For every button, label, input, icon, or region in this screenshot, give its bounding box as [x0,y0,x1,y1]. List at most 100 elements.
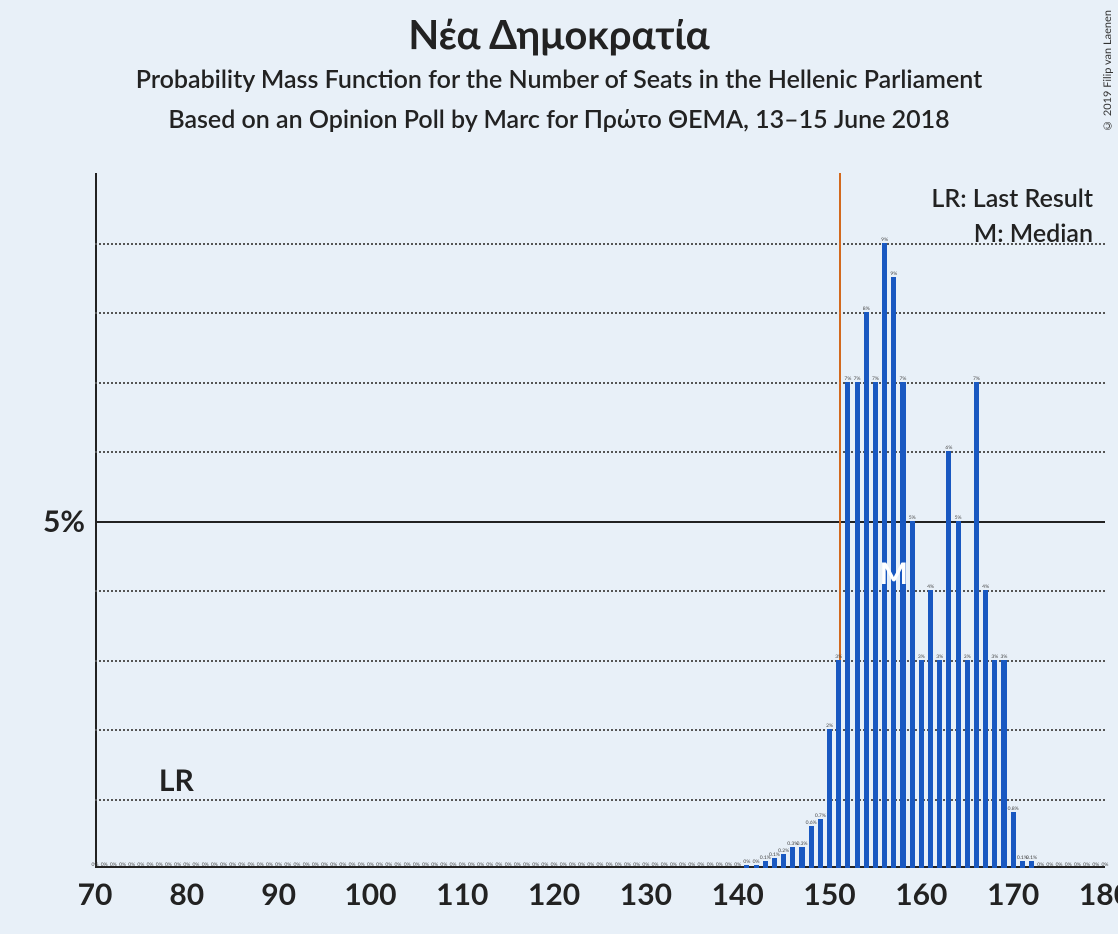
chart-subtitle-1: Probability Mass Function for the Number… [0,64,1118,94]
chart-title: Νέα Δημοκρατία [0,10,1118,58]
bar-value-label: 0% [349,862,356,868]
bar: 0.3% [790,847,795,868]
x-tick-label: 160 [895,876,947,912]
bar-value-label: 0% [257,862,264,868]
bar-value-label: 0% [202,862,209,868]
bar: 0.8% [1011,812,1016,868]
bar-value-label: 0% [652,862,659,868]
bar: 4% [928,590,933,868]
bar-value-label: 0% [101,862,108,868]
bar-value-label: 0% [743,859,750,865]
bar-value-label: 0% [183,862,190,868]
bar-value-label: 0% [440,862,447,868]
bar: 7% [974,382,979,869]
bar-value-label: 0% [294,862,301,868]
bar-value-label: 0% [1065,862,1072,868]
bar-value-label: 0% [92,862,99,868]
x-tick-label: 150 [803,876,855,912]
bar-value-label: 4% [982,584,989,590]
bar-value-label: 0% [1074,862,1081,868]
bar-value-label: 0% [147,862,154,868]
bar-value-label: 0% [1092,862,1099,868]
bar-value-label: 0% [679,862,686,868]
bar: 0.1% [1029,861,1034,868]
bar-value-label: 0% [642,862,649,868]
bar-value-label: 0% [753,859,760,865]
bar-value-label: 7% [900,376,907,382]
bar-value-label: 0% [661,862,668,868]
bar-value-label: 0.7% [815,813,826,819]
bar-value-label: 0.6% [806,820,817,826]
bar: 3% [965,660,970,869]
bar: 5% [956,521,961,869]
x-tick-label: 80 [169,876,204,912]
bar-value-label: 0% [303,862,310,868]
bar: 0.2% [781,854,786,868]
bar: 0.1% [763,861,768,868]
x-tick-label: 90 [261,876,296,912]
bar-value-label: 0% [156,862,163,868]
bar-value-label: 0% [128,862,135,868]
gridline [95,312,1105,314]
bar: 0.1% [1020,861,1025,868]
bar: 3% [836,660,841,869]
bar: 8% [864,312,869,868]
bar-value-label: 3% [835,654,842,660]
bar-value-label: 0% [450,862,457,868]
x-tick-label: 120 [528,876,580,912]
bar-value-label: 0% [725,862,732,868]
bar-value-label: 0% [165,862,172,868]
bar: 6% [946,451,951,868]
bar-value-label: 0.2% [778,848,789,854]
lr-marker: LR [159,762,194,798]
bar-value-label: 0% [670,862,677,868]
median-marker: M [880,555,908,591]
bar-value-label: 0% [459,862,466,868]
x-tick-label: 140 [712,876,764,912]
bar-value-label: 0% [330,862,337,868]
bar-value-label: 0% [312,862,319,868]
chart-plot-area: LR: Last Result M: Median 5%708090100110… [95,173,1105,868]
bar-value-label: 9% [881,237,888,243]
gridline [95,799,1105,801]
bar: 7% [845,382,850,869]
bar-value-label: 0% [174,862,181,868]
bar-value-label: 7% [844,376,851,382]
bar-value-label: 2% [826,723,833,729]
bar-value-label: 0% [468,862,475,868]
bar-value-label: 0% [1056,862,1063,868]
bar-value-label: 0% [220,862,227,868]
bar-value-label: 0% [633,862,640,868]
bar: 7% [900,382,905,869]
bar-value-label: 0% [569,862,576,868]
x-tick-label: 180 [1079,876,1118,912]
bar-value-label: 7% [973,376,980,382]
bar-value-label: 0% [413,862,420,868]
bar: 3% [992,660,997,869]
bar-value-label: 0% [339,862,346,868]
bar: 0.7% [818,819,823,868]
bar-value-label: 0% [587,862,594,868]
x-tick-label: 130 [620,876,672,912]
bar-value-label: 0.1% [1026,855,1037,861]
bar-value-label: 0% [193,862,200,868]
bar-value-label: 0% [734,862,741,868]
bar: 5% [910,521,915,869]
bar-value-label: 8% [863,306,870,312]
bar-value-label: 0% [284,862,291,868]
x-tick-label: 70 [78,876,113,912]
bar-value-label: 0% [514,862,521,868]
bar-value-label: 0% [395,862,402,868]
bar-value-label: 0% [321,862,328,868]
bar: 2% [827,729,832,868]
bar: 4% [983,590,988,868]
bar-value-label: 0% [119,862,126,868]
bar-value-label: 0% [532,862,539,868]
bar-value-label: 3% [964,654,971,660]
bar-value-label: 0% [385,862,392,868]
bar-value-label: 0% [266,862,273,868]
copyright-text: © 2019 Filip van Laenen [1101,10,1114,132]
bar-value-label: 0% [1037,862,1044,868]
x-tick-label: 110 [436,876,488,912]
bar: 0.3% [799,847,804,868]
